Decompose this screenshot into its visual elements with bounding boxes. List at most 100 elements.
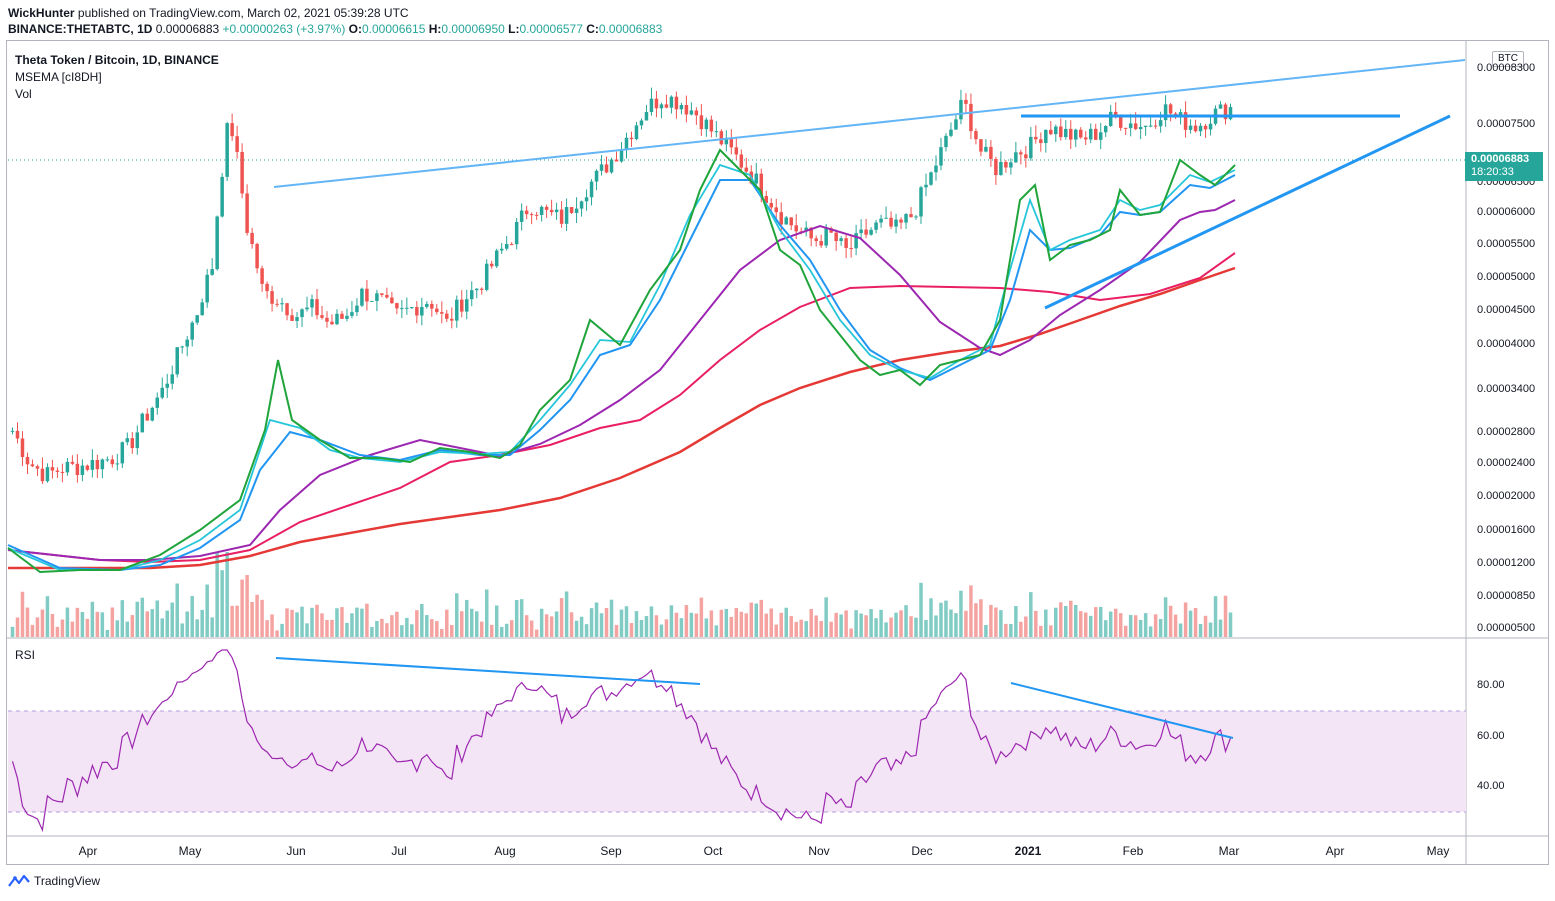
candle-body [315,299,319,316]
volume-bar [779,612,783,637]
volume-bar [594,602,599,637]
volume-bar [634,611,639,637]
volume-bar [100,612,105,637]
candle-body [784,217,788,225]
volume-bar [999,610,1003,637]
candle-body [609,159,614,173]
candle-body [959,99,963,120]
candle-body [999,161,1003,176]
candle-body [1024,154,1028,159]
volume-bar [1019,621,1023,637]
price-tick: 0.00006000 [1477,206,1536,218]
author-name[interactable]: WickHunter [8,6,75,20]
volume-bar [270,614,274,637]
volume-bar [1014,606,1018,637]
time-tick: Jun [286,844,306,858]
ema-cyan-line [7,163,1236,571]
candle-body [1223,104,1228,120]
volume-bar [484,589,489,637]
candle-body [1039,139,1043,144]
volume-bar [809,609,813,637]
candle-body [689,110,694,115]
candle-body [195,315,199,323]
candle-body [180,346,184,348]
volume-bar [205,584,209,637]
candle-body [1188,125,1193,130]
volume-bar [499,626,504,637]
volume-bar [989,604,993,637]
candle-body [465,299,469,312]
volume-bar [230,605,234,637]
candle-body [245,193,249,233]
volume-bar [509,620,514,637]
volume-bar [380,618,384,637]
candle-body [914,216,918,218]
volume-bar [609,599,614,637]
volume-bar [1183,602,1188,637]
volume-bar [160,618,164,637]
candle-body [395,303,399,309]
volume-bar [794,621,798,637]
candle-body [979,139,983,152]
candle-body [355,305,359,313]
candle-body [854,233,858,249]
volume-bar [455,593,459,637]
volume-bar [180,623,184,637]
candle-body [1173,113,1178,116]
candle-body [479,288,484,290]
volume-bar [435,621,439,637]
candle-body [739,154,744,168]
volume-bar [190,596,194,637]
published-text: published on TradingView.com, March 02, … [77,6,409,20]
candle-body [1133,123,1138,130]
candle-body [1128,123,1133,129]
volume-bar [1193,607,1198,637]
time-tick: Dec [911,844,933,858]
volume-bar [759,599,764,637]
volume-bar [135,601,140,637]
candle-body [759,173,764,197]
volume-bar [614,624,619,637]
volume-bar [425,615,429,637]
volume-bar [564,591,569,637]
volume-bar [919,582,923,637]
candle-body [634,125,639,140]
price-tick: 0.00005500 [1477,238,1536,250]
candle-body [235,136,239,152]
volume-bar [240,579,244,637]
time-tick: Nov [808,844,830,858]
volume-bar [804,621,808,637]
candle-body [185,339,189,347]
candle-body [255,243,259,269]
candle-body [1118,116,1123,128]
candle-body [499,248,504,251]
volume-bar [584,624,589,637]
candle-body [1123,127,1128,129]
candle-body [1054,126,1058,135]
volume-bar [1093,607,1098,637]
candle-body [1074,129,1078,140]
volume-bar [1218,619,1223,637]
candle-body [380,293,384,295]
currency-badge[interactable]: BTC [1492,51,1524,67]
candle-body [729,137,734,148]
candle-body [554,209,559,213]
candle-body [939,147,943,166]
candle-body [1143,125,1148,127]
volume-bar [814,615,818,637]
volume-label: Vol [15,87,32,101]
candle-body [879,218,883,223]
volume-bar [1188,610,1193,637]
volume-bar [95,611,100,637]
volume-bar [1148,626,1153,637]
candle-body [370,300,374,302]
candle-body [305,307,309,310]
candle-body [949,129,953,136]
candle-body [120,442,125,464]
volume-bar [549,616,554,637]
volume-bar [385,623,389,637]
tradingview-brand[interactable]: TradingView [8,874,100,888]
volume-bar [894,612,898,637]
rsi-tick: 60.00 [1477,730,1505,742]
